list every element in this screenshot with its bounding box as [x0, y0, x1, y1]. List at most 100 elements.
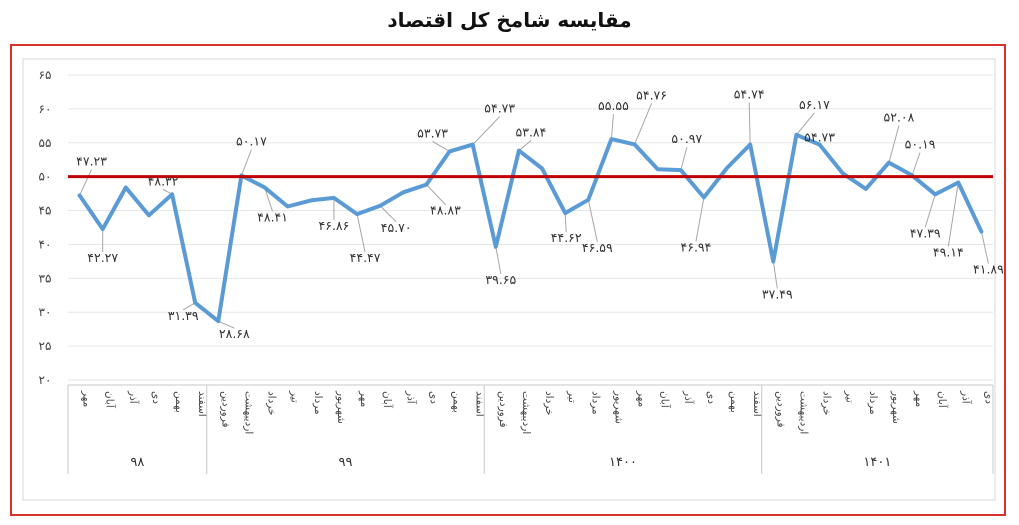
leader-line	[218, 320, 235, 329]
data-label: ۳۷.۴۹	[762, 286, 793, 301]
leader-line	[432, 140, 450, 152]
data-point	[448, 149, 452, 153]
data-label: ۵۶.۱۷	[799, 97, 830, 112]
year-group-label: ۱۴۰۱	[863, 455, 891, 470]
leader-line	[772, 261, 778, 289]
category-label: فروردین	[497, 391, 509, 428]
category-label: دی	[982, 391, 994, 404]
leader-line	[379, 205, 397, 223]
category-label: آذر	[682, 390, 695, 405]
data-point	[933, 192, 937, 196]
category-label: شهریور	[612, 390, 624, 424]
category-label: اسفند	[196, 391, 208, 417]
data-label: ۵۳.۸۴	[516, 125, 547, 140]
data-label: ۵۴.۷۴	[734, 87, 765, 102]
leader-line	[182, 302, 196, 311]
data-point	[424, 183, 428, 187]
leader-line	[587, 199, 598, 242]
leader-line	[680, 146, 688, 171]
data-point	[956, 180, 960, 184]
y-tick-label: ۲۵	[39, 339, 52, 353]
plot-area-border	[22, 58, 996, 501]
leader-line	[472, 116, 501, 145]
leader-line	[924, 194, 936, 228]
data-label: ۳۱.۳۹	[168, 308, 199, 323]
data-point	[170, 192, 174, 196]
data-point	[263, 185, 267, 189]
data-point	[771, 259, 775, 263]
data-point	[609, 137, 613, 141]
data-point	[841, 171, 845, 175]
category-label: مهر	[358, 390, 370, 407]
data-point	[355, 212, 359, 216]
data-label: ۵۳.۷۳	[417, 125, 448, 140]
data-label: ۵۴.۷۶	[636, 87, 667, 102]
gridlines	[68, 74, 993, 381]
category-label: مهر	[636, 390, 648, 407]
data-point	[147, 213, 151, 217]
leader-line	[748, 102, 751, 145]
category-label: دی	[705, 391, 717, 404]
leader-line	[264, 187, 274, 212]
leader-line	[947, 182, 959, 247]
leader-line	[564, 213, 567, 233]
leader-line	[356, 214, 366, 253]
leader-line	[796, 112, 815, 136]
category-label: اسفند	[474, 391, 486, 417]
category-label: تیر	[566, 390, 578, 403]
category-label: مرداد	[589, 391, 601, 415]
category-label: مهر	[913, 390, 925, 407]
category-label: اسفند	[751, 391, 763, 417]
leader-line	[634, 103, 653, 145]
y-axis-ticks: ۲۰ ۲۵ ۳۰ ۳۵ ۴۰ ۴۵ ۵۰ ۵۵ ۶۰ ۶۵	[39, 68, 52, 387]
data-point	[332, 196, 336, 200]
data-label: ۵۰.۱۷	[236, 134, 267, 149]
data-point	[378, 204, 382, 208]
data-label: ۴۲.۲۷	[87, 250, 118, 265]
data-point	[818, 143, 822, 147]
category-label: آذر	[127, 390, 140, 405]
data-label: ۴۹.۱۴	[933, 244, 964, 259]
data-label: ۵۲.۰۸	[884, 110, 915, 125]
leader-line	[495, 246, 502, 274]
data-point	[748, 143, 752, 147]
data-label: ۴۱.۸۹	[973, 262, 1004, 277]
category-label: آبان	[936, 391, 949, 409]
data-point	[78, 193, 82, 197]
data-label: ۵۰.۱۹	[905, 136, 936, 151]
category-label: تیر	[289, 390, 301, 403]
data-point	[794, 133, 798, 137]
data-label: ۵۴.۷۳	[484, 101, 515, 116]
category-label: اردیبهشت	[797, 391, 809, 434]
category-label: بهمن	[173, 391, 185, 413]
year-group-label: ۹۹	[339, 455, 353, 470]
category-label: مهر	[81, 390, 93, 407]
y-tick-label: ۶۰	[39, 102, 52, 116]
y-tick-label: ۶۵	[39, 68, 52, 82]
data-point	[633, 142, 637, 146]
data-label: ۴۶.۸۶	[319, 218, 350, 233]
leader-line	[426, 184, 446, 205]
data-point	[124, 186, 128, 190]
leader-line	[980, 231, 989, 264]
category-label: مرداد	[312, 391, 324, 415]
category-label: شهریور	[890, 390, 902, 424]
leader-line	[695, 197, 705, 242]
category-label: بهمن	[451, 391, 463, 413]
data-labels: ۴۷.۲۳ ۴۲.۲۷ ۴۸.۳۲ ۳۱.۳۹ ۲۸.۶۸ ۵۰.۱۷ ۴۸.۴۱ ۴۶.۸۶…	[76, 87, 1004, 342]
category-label: خرداد	[543, 391, 555, 416]
data-point	[494, 245, 498, 249]
y-tick-label: ۳۵	[39, 271, 52, 285]
category-label: آبان	[381, 391, 394, 409]
category-label: خرداد	[266, 391, 278, 416]
y-tick-label: ۵۰	[39, 170, 52, 184]
leader-line	[518, 140, 532, 152]
category-label: فروردین	[774, 391, 786, 428]
data-label: ۳۹.۶۵	[485, 272, 516, 287]
series-line-layer	[77, 132, 984, 324]
data-point	[193, 301, 197, 305]
category-label: دی	[150, 391, 162, 404]
data-point	[979, 230, 983, 234]
data-point	[725, 166, 729, 170]
data-label: ۵۵.۵۵	[598, 98, 629, 113]
